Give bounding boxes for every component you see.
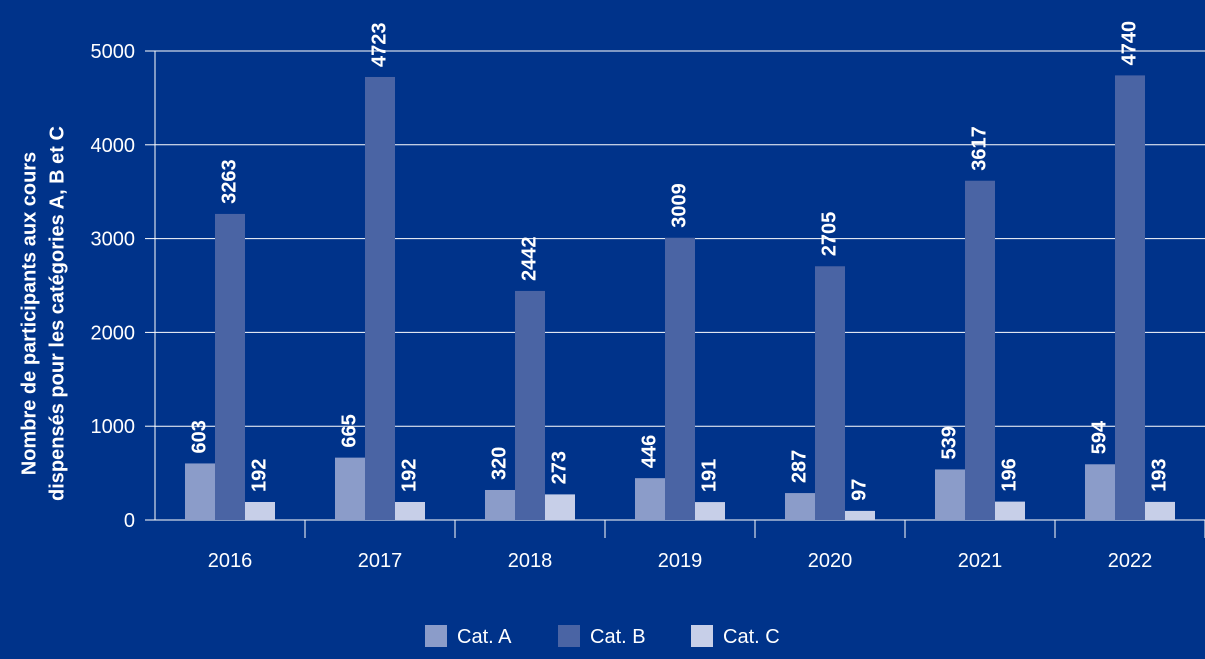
bar: [245, 502, 275, 520]
bar: [1085, 464, 1115, 520]
data-label: 2442: [518, 236, 540, 281]
data-label: 287: [788, 450, 810, 483]
data-label: 3009: [668, 183, 690, 228]
bar: [635, 478, 665, 520]
bar: [845, 511, 875, 520]
data-label: 273: [548, 451, 570, 484]
legend-swatch: [425, 625, 447, 647]
bars: [185, 75, 1175, 520]
x-tick-label: 2017: [358, 550, 403, 572]
bar: [395, 502, 425, 520]
y-tick-label: 5000: [91, 41, 136, 63]
legend-swatch: [558, 625, 580, 647]
bar: [815, 266, 845, 520]
data-label: 4723: [368, 22, 390, 67]
bar: [365, 77, 395, 520]
bar: [335, 458, 365, 520]
data-label: 191: [698, 459, 720, 492]
x-tick-label: 2022: [1108, 550, 1153, 572]
bar: [965, 181, 995, 520]
data-label: 665: [338, 414, 360, 447]
data-label: 3263: [218, 159, 240, 204]
x-tick-label: 2016: [208, 550, 253, 572]
data-label: 2705: [818, 212, 840, 257]
bar: [695, 502, 725, 520]
data-label: 446: [638, 435, 660, 468]
bar: [1115, 75, 1145, 520]
y-tick-label: 4000: [91, 135, 136, 157]
bar: [665, 238, 695, 520]
bar: [1145, 502, 1175, 520]
bar: [995, 502, 1025, 520]
bar: [935, 469, 965, 520]
bar: [545, 494, 575, 520]
legend-label: Cat. B: [590, 626, 646, 648]
data-label: 192: [248, 459, 270, 492]
data-label: 97: [848, 479, 870, 501]
data-label: 193: [1148, 459, 1170, 492]
bar: [515, 291, 545, 520]
y-tick-label: 2000: [91, 322, 136, 344]
data-label: 192: [398, 459, 420, 492]
legend-label: Cat. C: [723, 626, 780, 648]
data-label: 594: [1088, 420, 1110, 454]
data-label: 196: [998, 458, 1020, 491]
legend-label: Cat. A: [457, 626, 512, 648]
data-label: 603: [188, 420, 210, 453]
bar: [185, 463, 215, 520]
bar: [215, 214, 245, 520]
y-axis-title: Nombre de participants aux cours dispensé…: [18, 126, 68, 501]
y-axis-title-line: Nombre de participants aux cours: [18, 152, 40, 475]
data-label: 4740: [1118, 21, 1140, 66]
x-tick-label: 2021: [958, 550, 1003, 572]
data-label: 320: [488, 447, 510, 480]
y-axis-title-line: dispensés pour les catégories A, B et C: [46, 126, 68, 501]
x-tick-label: 2018: [508, 550, 553, 572]
y-tick-label: 3000: [91, 229, 136, 251]
data-label: 539: [938, 426, 960, 459]
x-tick-label: 2019: [658, 550, 703, 572]
y-tick-label: 0: [124, 510, 135, 532]
y-tick-label: 1000: [91, 416, 136, 438]
legend: Cat. A Cat. B Cat. C: [425, 625, 780, 648]
bar: [785, 493, 815, 520]
legend-swatch: [691, 625, 713, 647]
bar: [485, 490, 515, 520]
data-label: 3617: [968, 126, 990, 171]
x-tick-label: 2020: [808, 550, 853, 572]
